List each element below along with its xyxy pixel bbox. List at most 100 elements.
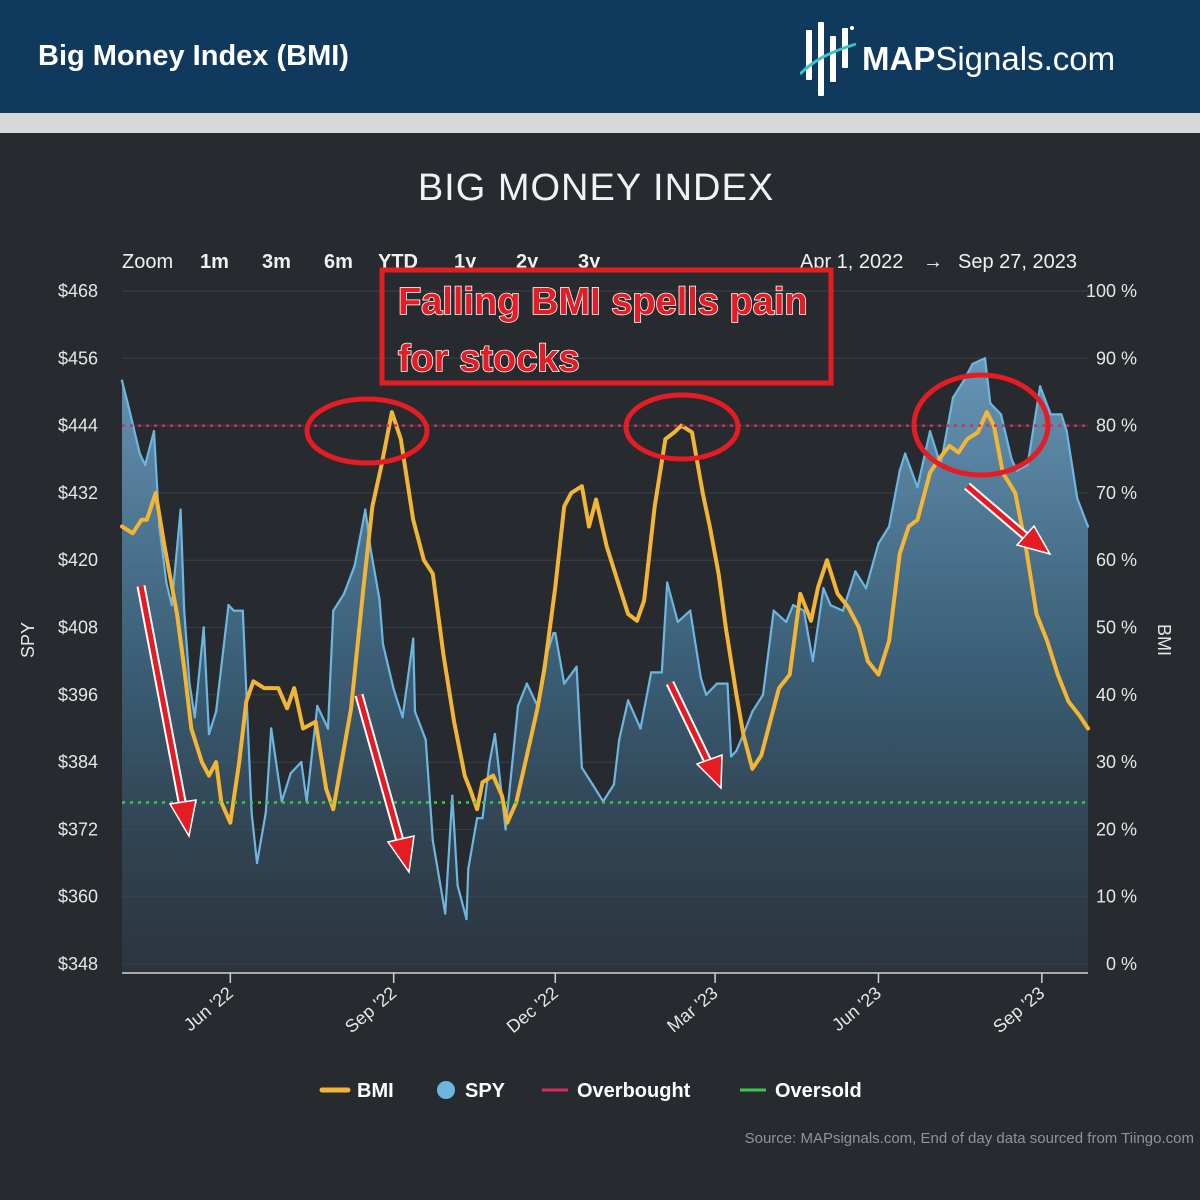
legend-item-overbought[interactable]: Overbought <box>542 1080 691 1102</box>
page-title: Big Money Index (BMI) <box>38 40 349 72</box>
bmi-point <box>505 821 509 825</box>
y-right-tick-label: 90 % <box>1096 348 1137 368</box>
y-left-tick-label: $396 <box>58 685 98 705</box>
spy-point <box>316 704 319 708</box>
legend-item-oversold[interactable]: Oversold <box>740 1080 862 1102</box>
bmi-point <box>907 525 911 528</box>
spy-point <box>761 693 765 696</box>
x-tick-label: Jun '23 <box>828 983 885 1035</box>
spy-point <box>255 861 259 865</box>
zoom-option-6m[interactable]: 6m <box>324 251 353 273</box>
spy-point <box>202 626 205 629</box>
bmi-point <box>481 780 484 784</box>
bmi-point <box>379 464 383 468</box>
spy-point <box>829 603 832 607</box>
bmi-point <box>324 787 328 791</box>
bmi-point <box>956 451 960 454</box>
bmi-point <box>1045 639 1049 643</box>
source-note: Source: MAPsignals.com, End of day data … <box>745 1130 1194 1147</box>
chart-title: BIG MONEY INDEX <box>418 167 774 209</box>
peak-circle <box>304 396 430 466</box>
spy-point <box>488 760 491 764</box>
spy-point <box>575 665 578 668</box>
bmi-point <box>441 652 445 656</box>
bmi-point <box>798 592 802 596</box>
bmi-point <box>422 558 426 562</box>
bmi-point <box>175 612 179 616</box>
spy-point <box>983 357 987 360</box>
zoom-option-1m[interactable]: 1m <box>200 251 229 273</box>
bmi-point <box>140 518 143 522</box>
y-right-tick-label: 20 % <box>1096 819 1137 839</box>
spy-point <box>639 727 642 730</box>
spy-point <box>456 884 459 887</box>
x-tick-label: Jun '22 <box>180 983 237 1035</box>
spy-point <box>214 710 218 713</box>
x-tick-label: Dec '22 <box>503 983 562 1037</box>
legend-label-bmi: BMI <box>357 1080 394 1102</box>
peak-circle <box>623 392 741 462</box>
bmi-point <box>1067 700 1070 703</box>
bmi-point <box>491 774 495 778</box>
spy-point <box>392 688 395 691</box>
spy-point <box>138 452 141 455</box>
spy-point <box>504 828 507 831</box>
bmi-point <box>163 545 167 549</box>
spy-point <box>232 609 236 612</box>
bmi-point <box>569 491 573 495</box>
zoom-option-3m[interactable]: 3m <box>262 251 291 273</box>
brand-name-rest: Signals.com <box>935 40 1116 77</box>
spy-point <box>353 564 356 567</box>
legend-item-bmi[interactable]: BMI <box>319 1080 394 1102</box>
spy-point <box>715 682 719 685</box>
bmi-point <box>214 760 218 764</box>
spy-point <box>241 609 244 612</box>
bmi-point <box>285 706 289 710</box>
y-left-axis: $468 $456 $444 $432 $420 $408 $396 $384 $372 $360… <box>58 281 98 974</box>
peak-circle <box>911 372 1051 478</box>
bmi-chart: BIG MONEY INDEX Zoom 1m 3m 6m YTD 1y 2y 3y Apr… <box>18 167 1194 1147</box>
spy-point <box>666 581 669 584</box>
spy-point <box>1086 525 1090 528</box>
brand-name-bold: MAP <box>862 40 936 77</box>
y-right-tick-label: 60 % <box>1096 550 1137 570</box>
spy-point <box>999 413 1003 416</box>
spy-point <box>1060 413 1063 416</box>
spy-point <box>120 379 124 382</box>
annotation-box <box>379 267 834 386</box>
bmi-point <box>846 605 850 609</box>
spy-point <box>165 581 168 584</box>
bmi-point <box>825 558 829 562</box>
legend-item-spy[interactable]: SPY <box>437 1080 506 1102</box>
spy-point <box>378 598 381 601</box>
bmi-point <box>370 504 374 508</box>
bmi-point <box>642 599 646 603</box>
bmi-point <box>536 706 539 710</box>
spy-point <box>227 603 230 607</box>
spy-point <box>751 710 754 713</box>
bmi-point <box>948 444 951 448</box>
bmi-point <box>985 410 989 414</box>
y-right-tick-label: 70 % <box>1096 483 1137 503</box>
bmi-point <box>605 545 609 549</box>
bmi-point <box>777 686 781 690</box>
spy-point <box>792 603 795 607</box>
bmi-point <box>734 693 738 697</box>
spy-point <box>424 738 427 741</box>
bmi-point <box>189 727 193 730</box>
spy-point <box>413 710 417 713</box>
bmi-point <box>411 518 415 522</box>
spy-point <box>342 592 346 595</box>
bmi-point <box>431 572 435 576</box>
bmi-point <box>349 706 353 710</box>
spy-point <box>580 766 584 769</box>
y-right-tick-label: 40 % <box>1096 685 1137 705</box>
spy-point <box>364 508 367 511</box>
header-bar: Big Money Index (BMI) MAPSignals.com <box>0 0 1200 113</box>
spy-point <box>563 682 566 685</box>
y-left-tick-label: $348 <box>58 954 98 974</box>
spy-point <box>705 693 708 696</box>
spy-point <box>1038 385 1042 388</box>
range-arrow-icon: → <box>923 251 943 273</box>
range-end[interactable]: Sep 27, 2023 <box>958 251 1077 273</box>
